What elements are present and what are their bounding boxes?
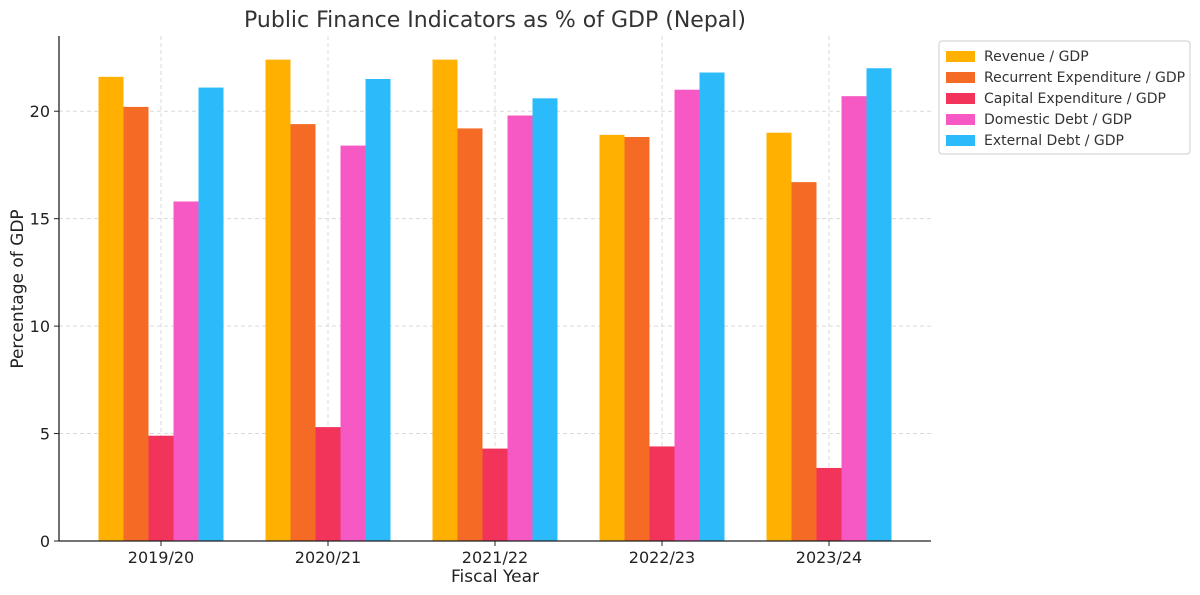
x-tick-label: 2022/23 bbox=[629, 548, 695, 567]
axes: 0 5 10 15 20 2019/20 2020/21 2021/22 2022/23 2023… bbox=[30, 36, 931, 567]
y-tick-label: 5 bbox=[40, 425, 50, 444]
x-tick-label: 2020/21 bbox=[295, 548, 361, 567]
bar-series3-cat3 bbox=[674, 89, 700, 542]
bar-series0-cat4 bbox=[766, 132, 792, 541]
bar-series4-cat4 bbox=[866, 68, 892, 541]
legend-label: Capital Expenditure / GDP bbox=[984, 91, 1166, 107]
bar-series4-cat2 bbox=[532, 98, 558, 541]
bar-series2-cat4 bbox=[816, 467, 842, 541]
bar-series1-cat1 bbox=[290, 124, 316, 541]
bar-series3-cat0 bbox=[173, 201, 199, 541]
y-tick-label: 20 bbox=[30, 102, 50, 121]
bar-series2-cat3 bbox=[649, 446, 675, 541]
bar-series1-cat3 bbox=[624, 137, 650, 541]
bar-series3-cat2 bbox=[507, 115, 533, 542]
bar-series4-cat1 bbox=[365, 78, 391, 541]
x-tick-label: 2023/24 bbox=[796, 548, 862, 567]
legend-swatch bbox=[946, 51, 975, 62]
bar-series1-cat0 bbox=[123, 106, 149, 542]
legend-swatch bbox=[946, 135, 975, 146]
bar-series1-cat2 bbox=[457, 128, 483, 542]
y-tick-label: 15 bbox=[30, 210, 50, 229]
legend-label: Recurrent Expenditure / GDP bbox=[984, 70, 1185, 86]
legend-swatch bbox=[946, 72, 975, 83]
legend-box bbox=[938, 40, 1191, 155]
bars bbox=[98, 59, 892, 542]
bar-series2-cat1 bbox=[315, 427, 341, 541]
bar-series2-cat2 bbox=[482, 448, 508, 541]
bar-series0-cat2 bbox=[432, 59, 458, 541]
legend-label: Revenue / GDP bbox=[984, 49, 1089, 65]
bar-series3-cat1 bbox=[340, 145, 366, 541]
chart-title: Public Finance Indicators as % of GDP (N… bbox=[244, 8, 746, 33]
y-tick-label: 0 bbox=[40, 532, 50, 551]
legend-swatch bbox=[946, 93, 975, 104]
legend-label: Domestic Debt / GDP bbox=[984, 112, 1132, 128]
x-tick-label: 2021/22 bbox=[462, 548, 528, 567]
bar-series2-cat0 bbox=[148, 435, 174, 541]
bar-series4-cat3 bbox=[699, 72, 725, 541]
legend-label: External Debt / GDP bbox=[984, 133, 1124, 149]
bar-series4-cat0 bbox=[198, 87, 224, 542]
x-axis-label: Fiscal Year bbox=[451, 567, 539, 587]
x-tick-label: 2019/20 bbox=[128, 548, 194, 567]
bar-series3-cat4 bbox=[841, 96, 867, 541]
bar-series1-cat4 bbox=[791, 182, 817, 541]
y-axis-label: Percentage of GDP bbox=[8, 209, 28, 368]
bar-series0-cat3 bbox=[599, 134, 625, 541]
bar-series0-cat1 bbox=[265, 59, 291, 541]
y-tick-label: 10 bbox=[30, 317, 50, 336]
legend-swatch bbox=[946, 114, 975, 125]
bar-series0-cat0 bbox=[98, 76, 124, 542]
legend: Revenue / GDP Recurrent Expenditure / GDP… bbox=[938, 40, 1191, 155]
